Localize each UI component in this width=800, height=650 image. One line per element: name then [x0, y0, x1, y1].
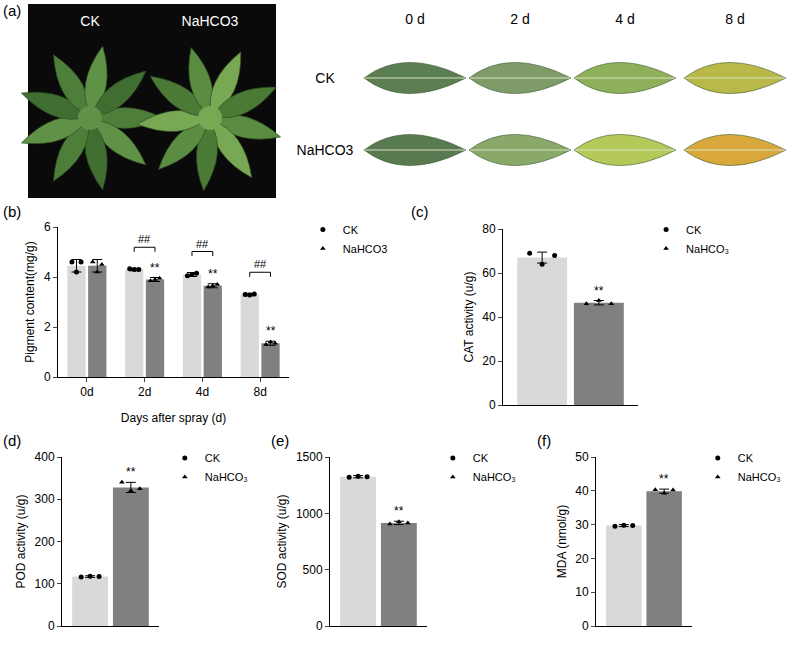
svg-text:NaHCO₃: NaHCO₃ — [686, 243, 729, 255]
svg-text:POD activity (u/g): POD activity (u/g) — [14, 494, 28, 588]
svg-text:**: ** — [594, 284, 604, 298]
svg-text:2: 2 — [44, 320, 51, 334]
svg-text:4d: 4d — [196, 385, 209, 399]
svg-text:CK: CK — [205, 452, 221, 464]
svg-text:0: 0 — [44, 370, 51, 384]
svg-text:0: 0 — [316, 619, 323, 633]
html-text:(e): (e) — [271, 432, 290, 449]
svg-text:4 d: 4 d — [615, 11, 634, 27]
svg-text:**: ** — [266, 324, 276, 338]
svg-text:40: 40 — [482, 310, 496, 324]
svg-text:**: ** — [208, 267, 218, 281]
svg-text:0: 0 — [48, 619, 55, 633]
html-text:(f): (f) — [537, 432, 552, 449]
svg-text:CK: CK — [343, 224, 359, 236]
svg-text:##: ## — [138, 233, 151, 245]
svg-text:**: ** — [659, 472, 669, 486]
svg-text:CAT activity (u/g): CAT activity (u/g) — [462, 272, 476, 363]
svg-text:40: 40 — [575, 484, 589, 498]
svg-text:300: 300 — [35, 492, 55, 506]
svg-text:CK: CK — [80, 13, 100, 29]
svg-text:0: 0 — [582, 619, 589, 633]
svg-text:2 d: 2 d — [510, 11, 529, 27]
svg-text:NaHCO3: NaHCO3 — [297, 142, 354, 158]
svg-text:100: 100 — [35, 577, 55, 591]
svg-text:50: 50 — [575, 450, 589, 464]
svg-text:##: ## — [196, 238, 209, 250]
html-text:(c): (c) — [411, 203, 429, 220]
svg-text:##: ## — [254, 258, 267, 270]
svg-text:20: 20 — [482, 354, 496, 368]
svg-text:NaHCO₃: NaHCO₃ — [205, 471, 248, 483]
svg-text:0: 0 — [489, 398, 496, 412]
svg-text:4: 4 — [44, 270, 51, 284]
svg-text:Pigment content(mg/g): Pigment content(mg/g) — [23, 241, 37, 362]
svg-text:60: 60 — [482, 266, 496, 280]
svg-text:NaHCO₃: NaHCO₃ — [473, 471, 516, 483]
svg-text:MDA (nmol/g): MDA (nmol/g) — [555, 505, 569, 578]
svg-text:30: 30 — [575, 518, 589, 532]
svg-text:80: 80 — [482, 222, 496, 236]
svg-text:CK: CK — [473, 452, 489, 464]
svg-text:(a): (a) — [3, 2, 21, 19]
svg-text:**: ** — [126, 465, 136, 479]
svg-text:0d: 0d — [80, 385, 93, 399]
svg-text:NaHCO3: NaHCO3 — [343, 243, 388, 255]
html-text:(d): (d) — [3, 432, 22, 449]
svg-text:200: 200 — [35, 535, 55, 549]
svg-text:NaHCO3: NaHCO3 — [182, 13, 239, 29]
svg-text:CK: CK — [315, 70, 335, 86]
svg-text:20: 20 — [575, 552, 589, 566]
svg-text:2d: 2d — [138, 385, 151, 399]
svg-text:NaHCO₃: NaHCO₃ — [738, 471, 781, 483]
svg-text:1000: 1000 — [296, 507, 323, 521]
svg-text:**: ** — [394, 504, 404, 518]
svg-text:8d: 8d — [253, 385, 266, 399]
svg-text:0 d: 0 d — [405, 11, 424, 27]
svg-text:CK: CK — [686, 224, 702, 236]
svg-text:Days after spray (d): Days after spray (d) — [121, 411, 226, 425]
svg-text:**: ** — [150, 261, 160, 275]
svg-text:SOD activity (u/g): SOD activity (u/g) — [275, 494, 289, 588]
svg-text:8 d: 8 d — [725, 11, 744, 27]
svg-text:400: 400 — [35, 450, 55, 464]
svg-text:6: 6 — [44, 220, 51, 234]
html-text:(b): (b) — [3, 203, 22, 220]
svg-text:10: 10 — [575, 585, 589, 599]
svg-text:1500: 1500 — [296, 450, 323, 464]
svg-text:CK: CK — [738, 452, 754, 464]
svg-text:500: 500 — [303, 563, 323, 577]
